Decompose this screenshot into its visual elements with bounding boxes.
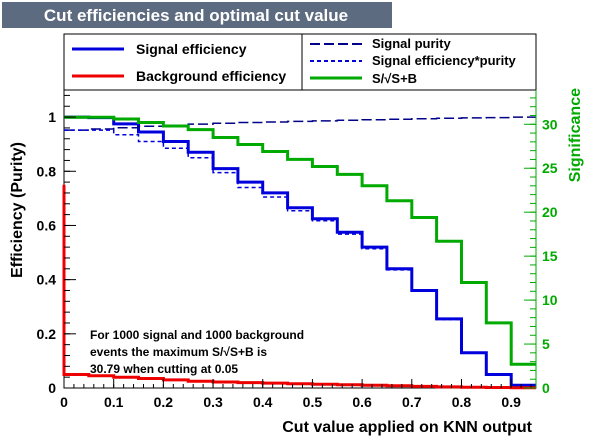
y2-tick-label: 15 (542, 248, 558, 264)
annotation-line-3: 30.79 when cutting at 0.05 (90, 362, 238, 376)
y-tick-label: 0.8 (37, 163, 57, 179)
x-tick-label: 0.5 (303, 394, 323, 410)
y2-tick-label: 30 (542, 116, 558, 132)
annotation-line-1: For 1000 signal and 1000 background (90, 328, 304, 342)
y2-tick-label: 5 (542, 336, 550, 352)
legend-box (63, 33, 537, 91)
y2-tick-label: 10 (542, 292, 558, 308)
y-axis-title: Efficiency (Purity) (9, 142, 26, 278)
legend-label-background-efficiency: Background efficiency (136, 68, 286, 84)
y-tick-label: 0.6 (37, 217, 57, 233)
series-signal-purity (64, 116, 536, 131)
y-tick-label: 0.4 (37, 272, 57, 288)
series-s-s-b (64, 115, 536, 366)
annotation-line-2: events the maximum S/√S+B is (90, 345, 267, 359)
x-tick-label: 0.7 (402, 394, 422, 410)
y-tick-label: 1 (48, 109, 56, 125)
title-box (2, 2, 392, 28)
y2-axis-title: Significance (567, 88, 584, 182)
x-axis-title: Cut value applied on KNN output (282, 419, 532, 436)
y2-tick-label: 20 (542, 204, 558, 220)
x-tick-label: 0.6 (352, 394, 372, 410)
x-tick-label: 0.4 (253, 394, 273, 410)
legend: Signal efficiency Background efficiency … (63, 33, 537, 91)
legend-label-signal-efficiency: Signal efficiency (136, 41, 247, 57)
y2-tick-label: 25 (542, 160, 558, 176)
plot-frame (63, 89, 537, 389)
series-signal-efficiency-purity (64, 129, 536, 387)
legend-label-significance: S/√S+B (372, 71, 417, 86)
axes-layer: 0 0.1 0.2 0.3 0.4 0.5 0.6 0.7 0.8 0.9 0 0.2 0.4 0.6 0.… (37, 90, 558, 410)
x-tick-label: 0.8 (452, 394, 472, 410)
x-tick-label: 0.1 (104, 394, 124, 410)
x-tick-label: 0 (60, 394, 68, 410)
annotation: For 1000 signal and 1000 background even… (90, 328, 304, 376)
legend-label-signal-efficiency-purity: Signal efficiency*purity (372, 53, 517, 68)
data-layer (62, 115, 536, 390)
y-tick-label: 0 (48, 380, 56, 396)
x-tick-label: 0.3 (203, 394, 223, 410)
y-tick-label: 0.2 (37, 326, 57, 342)
x-tick-label: 0.2 (154, 394, 174, 410)
x-tick-label: 0.9 (501, 394, 521, 410)
y2-tick-label: 0 (542, 380, 550, 396)
chart-title: Cut efficiencies and optimal cut value (44, 6, 348, 25)
legend-label-signal-purity: Signal purity (372, 36, 452, 51)
series-background-efficiency (62, 184, 536, 390)
